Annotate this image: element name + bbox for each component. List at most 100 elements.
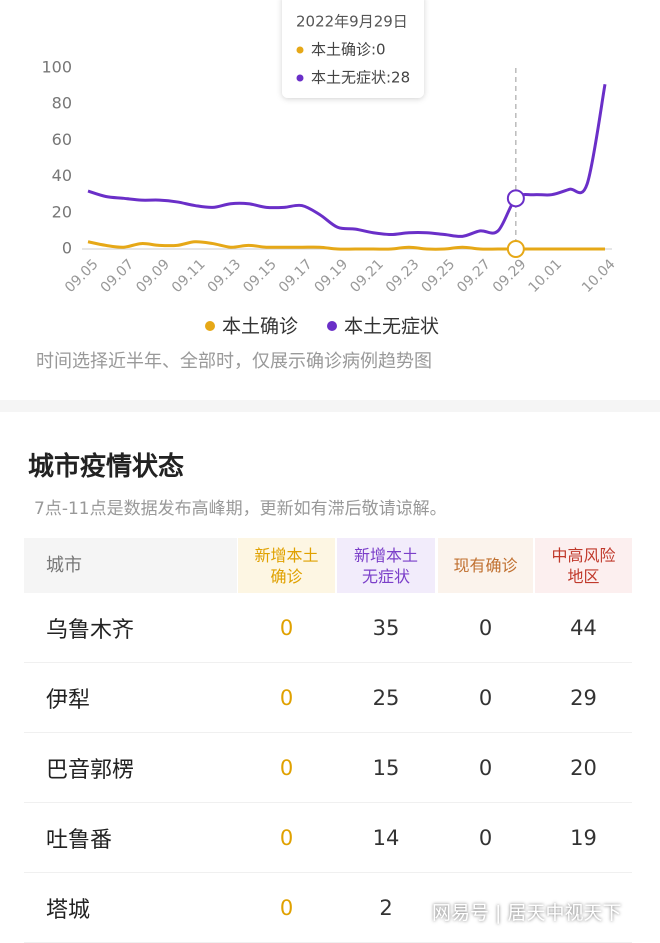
- x-tick-label: 09.07: [98, 256, 138, 296]
- section-title: 城市疫情状态: [28, 452, 185, 482]
- text: 29: [570, 686, 597, 710]
- tooltip-line: 本土无症状:28: [311, 69, 410, 87]
- table-header: 中高风险地区: [535, 538, 632, 593]
- watermark: 网易号 | 居天中视天下: [432, 902, 622, 924]
- row-divider: [24, 802, 632, 803]
- tooltip-marker: [296, 46, 304, 54]
- hover-point: [506, 189, 525, 208]
- text: 0: [279, 616, 294, 640]
- table-cell: 20: [535, 733, 632, 803]
- text: 19: [570, 826, 597, 850]
- x-tick-label: 09.11: [169, 256, 209, 296]
- table-cell: 35: [337, 593, 435, 663]
- text: 吐鲁番: [46, 828, 113, 853]
- y-tick-label: 0: [62, 239, 72, 258]
- text: 20: [570, 756, 597, 780]
- x-tick-label: 10.04: [579, 256, 619, 296]
- table-cell: 0: [238, 663, 335, 733]
- city-name: 吐鲁番: [24, 803, 237, 873]
- y-tick-label: 80: [52, 94, 72, 113]
- x-tick-label: 09.17: [276, 256, 316, 296]
- text: 塔城: [46, 898, 91, 923]
- y-tick-label: 100: [41, 58, 72, 77]
- table-cell: 0: [238, 873, 335, 943]
- table-header: 新增本土无症状: [337, 538, 435, 593]
- chart-note: 时间选择近半年、全部时，仅展示确诊病例趋势图: [36, 351, 432, 372]
- text: 0: [279, 896, 294, 920]
- table-cell: 0: [438, 733, 533, 803]
- text: 0: [279, 826, 294, 850]
- text: 中高风险地区: [551, 545, 616, 586]
- tooltip-marker: [296, 74, 304, 82]
- text: 25: [372, 686, 400, 710]
- x-tick-label: 09.05: [62, 256, 102, 296]
- legend-label: 本土无症状: [344, 316, 439, 338]
- legend-label: 本土确诊: [222, 316, 298, 338]
- row-divider: [24, 732, 632, 733]
- x-tick-label: 09.15: [240, 256, 280, 296]
- table-header: 新增本土确诊: [238, 538, 335, 593]
- text: 0: [478, 756, 493, 780]
- text: 巴音郭楞: [46, 758, 135, 783]
- x-tick-label: 09.29: [490, 256, 530, 296]
- legend-marker: [205, 321, 215, 331]
- text: 0: [478, 616, 493, 640]
- y-tick-label: 60: [52, 130, 72, 149]
- table-cell: 0: [238, 593, 335, 663]
- tooltip-title: 2022年9月29日: [296, 13, 408, 31]
- table-cell: 0: [438, 803, 533, 873]
- text: 乌鲁木齐: [46, 618, 135, 643]
- table-cell: 0: [438, 593, 533, 663]
- text: 现有确诊: [453, 556, 518, 575]
- text: 0: [478, 826, 493, 850]
- city-name: 乌鲁木齐: [24, 593, 237, 663]
- row-divider: [24, 662, 632, 663]
- table-cell: 44: [535, 593, 632, 663]
- x-tick-label: 09.25: [419, 256, 459, 296]
- text: 44: [570, 616, 597, 640]
- tooltip-line: 本土确诊:0: [311, 41, 386, 59]
- table-cell: 15: [337, 733, 435, 803]
- section-subtitle: 7点-11点是数据发布高峰期，更新如有滞后敬请谅解。: [34, 499, 447, 519]
- hover-point: [506, 240, 525, 258]
- city-name: 巴音郭楞: [24, 733, 237, 803]
- series-line: [87, 240, 605, 251]
- table-cell: 0: [238, 733, 335, 803]
- text: 0: [478, 686, 493, 710]
- text: 0: [279, 686, 294, 710]
- table-cell: 29: [535, 663, 632, 733]
- text: 15: [372, 756, 400, 780]
- table-cell: 2: [337, 873, 435, 943]
- chart: 时间选择近半年、全部时，仅展示确诊病例趋势图 0 20 40 60 80 100 09.05…: [36, 0, 619, 372]
- y-tick-label: 40: [52, 166, 72, 185]
- x-tick-label: 09.23: [383, 256, 423, 296]
- legend-marker: [327, 321, 337, 331]
- text: 2: [379, 896, 393, 920]
- table-cell: 25: [337, 663, 435, 733]
- x-tick-label: 09.19: [312, 256, 352, 296]
- text: 伊犁: [46, 688, 91, 713]
- y-tick-label: 20: [52, 202, 72, 221]
- text: 0: [279, 756, 294, 780]
- city-name: 伊犁: [24, 663, 237, 733]
- separator: [0, 400, 660, 412]
- table-cell: 0: [238, 803, 335, 873]
- table-cell: 14: [337, 803, 435, 873]
- x-tick-label: 10.01: [526, 256, 566, 296]
- x-tick-label: 09.09: [133, 256, 173, 296]
- text: 新增本土确诊: [254, 545, 319, 586]
- table-cell: 0: [438, 663, 533, 733]
- table-cell: 19: [535, 803, 632, 873]
- table-header: 城市: [24, 538, 237, 593]
- x-tick-label: 09.13: [205, 256, 245, 296]
- text: 城市: [46, 555, 82, 576]
- text: 新增本土无症状: [353, 545, 418, 586]
- tooltip-box: [282, 0, 424, 98]
- series-line: [87, 84, 607, 238]
- x-tick-label: 09.27: [454, 256, 494, 296]
- table-header: 现有确诊: [438, 538, 533, 593]
- city-name: 塔城: [24, 873, 237, 943]
- row-divider: [24, 872, 632, 873]
